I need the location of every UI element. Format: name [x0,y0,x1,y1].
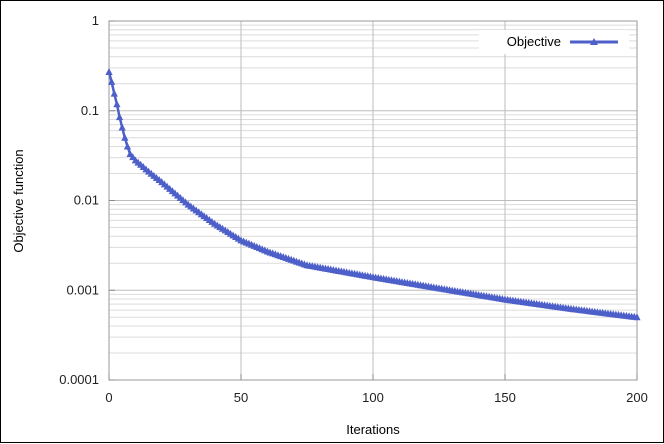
data-point-marker [633,313,641,321]
x-tick-label: 150 [494,390,516,405]
y-tick-label: 1 [92,13,99,28]
data-point-marker [121,133,129,141]
data-point-marker [123,142,132,150]
y-tick-label: 0.0001 [59,372,99,387]
x-axis-title: Iterations [346,422,400,437]
series-objective [105,68,641,321]
y-tick-label: 0.01 [74,193,99,208]
data-point-marker [115,113,124,121]
x-tick-label: 100 [362,390,384,405]
legend-swatch-marker [590,38,598,45]
data-point-marker [108,77,116,85]
legend-label-objective: Objective [507,34,561,49]
legend: Objective [479,30,629,54]
y-tick-label: 0.001 [66,282,99,297]
data-point-marker [105,68,113,76]
x-tick-label: 50 [234,390,248,405]
data-point-marker [113,100,121,108]
grid-lines [108,20,638,381]
x-tick-label: 200 [626,390,648,405]
y-tick-label: 0.1 [81,103,99,118]
x-tick-label: 0 [105,390,112,405]
data-point-marker [110,89,118,97]
axis-ticks: 1 0.1 0.01 0.001 0.0001 0 50 100 150 200 [59,13,648,405]
data-point-marker [118,123,126,131]
y-axis-title: Objective function [11,149,26,252]
